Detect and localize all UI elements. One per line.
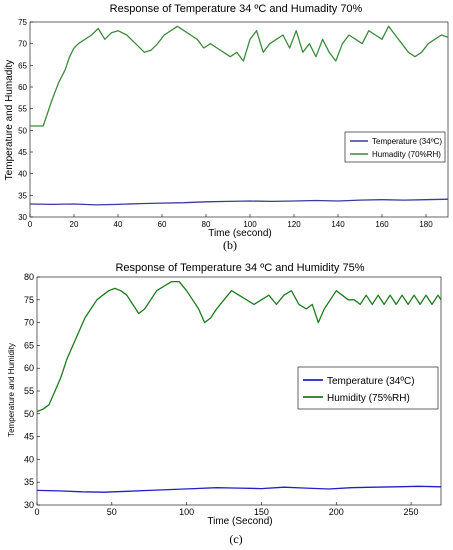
chart-c: Response of Temperature 34 ºC and Humidi… bbox=[7, 262, 442, 546]
chart-b-y-tick-label-3: 45 bbox=[18, 148, 27, 157]
chart-c-x-tick-label-1: 50 bbox=[107, 507, 117, 517]
chart-b-y-tick-label-8: 70 bbox=[18, 40, 27, 49]
chart-c-legend-label-humidity: Humidity (75%RH) bbox=[327, 393, 410, 404]
chart-c-legend-label-temperature: Temperature (34ºC) bbox=[327, 376, 415, 387]
chart-c-y-tick-label-5: 55 bbox=[24, 386, 34, 396]
chart-b-y-ticks: 30 35 40 45 50 55 60 65 70 75 bbox=[18, 18, 33, 222]
chart-c-x-tick-label-4: 200 bbox=[329, 507, 344, 517]
chart-b-caption: (b) bbox=[223, 238, 237, 252]
chart-c-title: Response of Temperature 34 ºC and Humidi… bbox=[115, 262, 364, 274]
chart-b-y-axis-label: Temperature and Humadity bbox=[4, 60, 15, 181]
chart-b-x-tick-label-6: 120 bbox=[287, 220, 301, 229]
chart-c-y-tick-label-8: 70 bbox=[24, 318, 34, 328]
chart-c-legend-box bbox=[297, 366, 439, 410]
chart-b-x-tick-label-7: 140 bbox=[331, 220, 345, 229]
chart-b-y-tick-label-6: 60 bbox=[18, 83, 27, 92]
chart-b-y-tick-label-5: 55 bbox=[18, 105, 27, 114]
chart-b-x-tick-label-1: 20 bbox=[70, 220, 79, 229]
chart-b-legend-label-humidity: Humadity (70%RH) bbox=[372, 150, 441, 159]
chart-b-x-tick-label-0: 0 bbox=[28, 220, 33, 229]
chart-c-series-line-1 bbox=[36, 280, 442, 413]
chart-b-x-ticks: 0 20 40 60 80 100 120 140 160 180 bbox=[28, 214, 433, 229]
chart-b-y-tick-label-0: 30 bbox=[18, 213, 27, 222]
chart-b-x-tick-label-5: 100 bbox=[243, 220, 257, 229]
chart-b-series-line-1 bbox=[30, 25, 449, 127]
chart-b-y-tick-label-2: 40 bbox=[18, 170, 27, 179]
chart-b-y-tick-label-1: 35 bbox=[18, 191, 27, 200]
chart-b-x-tick-label-2: 40 bbox=[114, 220, 123, 229]
chart-b-legend: Temperature (34ºC) Humadity (70%RH) bbox=[344, 131, 446, 163]
chart-c-y-tick-label-3: 45 bbox=[24, 432, 34, 442]
chart-c-y-axis-label: Temperature and Humidity bbox=[7, 343, 16, 437]
chart-b-x-tick-label-9: 180 bbox=[419, 220, 433, 229]
chart-c-x-ticks: 0 50 100 150 200 250 bbox=[34, 502, 419, 517]
chart-c-caption: (c) bbox=[229, 532, 242, 546]
chart-c-y-tick-label-10: 80 bbox=[24, 272, 34, 282]
chart-c-y-tick-label-4: 50 bbox=[24, 409, 34, 419]
chart-c-x-tick-label-3: 150 bbox=[254, 507, 269, 517]
chart-c-y-tick-label-1: 35 bbox=[24, 477, 34, 487]
chart-b-lines bbox=[29, 25, 449, 206]
chart-b-x-tick-label-4: 80 bbox=[202, 220, 211, 229]
chart-c-series-line-0 bbox=[36, 485, 442, 493]
chart-b-y-tick-label-7: 65 bbox=[18, 61, 27, 70]
chart-b-plot-area bbox=[29, 21, 449, 218]
chart-c-y-tick-label-2: 40 bbox=[24, 454, 34, 464]
chart-c-x-axis-label: Time (Second) bbox=[207, 516, 272, 527]
chart-b-y-tick-label-9: 75 bbox=[18, 18, 27, 27]
chart-b-x-tick-label-3: 60 bbox=[158, 220, 167, 229]
chart-b-y-tick-label-4: 50 bbox=[18, 126, 27, 135]
chart-c-y-tick-label-7: 65 bbox=[24, 340, 34, 350]
chart-b-series-line-0 bbox=[29, 198, 449, 206]
chart-b-legend-box bbox=[344, 131, 446, 163]
chart-b: Response of Temperature 34 ºC and Humadi… bbox=[4, 3, 449, 252]
chart-c-x-tick-label-2: 100 bbox=[179, 507, 194, 517]
chart-b-x-axis-label: Time (second) bbox=[208, 228, 272, 239]
chart-b-title: Response of Temperature 34 ºC and Humadi… bbox=[110, 3, 363, 15]
chart-b-legend-label-temperature: Temperature (34ºC) bbox=[372, 137, 442, 146]
chart-c-y-ticks: 30 35 40 45 50 55 60 65 70 75 80 bbox=[24, 272, 40, 510]
chart-b-x-tick-label-8: 160 bbox=[375, 220, 389, 229]
chart-c-y-tick-label-6: 60 bbox=[24, 363, 34, 373]
chart-c-y-tick-label-0: 30 bbox=[24, 500, 34, 510]
chart-c-y-tick-label-9: 75 bbox=[24, 295, 34, 305]
chart-c-x-tick-label-0: 0 bbox=[34, 507, 39, 517]
chart-c-legend: Temperature (34ºC) Humidity (75%RH) bbox=[297, 366, 439, 410]
chart-c-x-tick-label-5: 250 bbox=[404, 507, 419, 517]
chart-c-lines bbox=[36, 280, 442, 493]
